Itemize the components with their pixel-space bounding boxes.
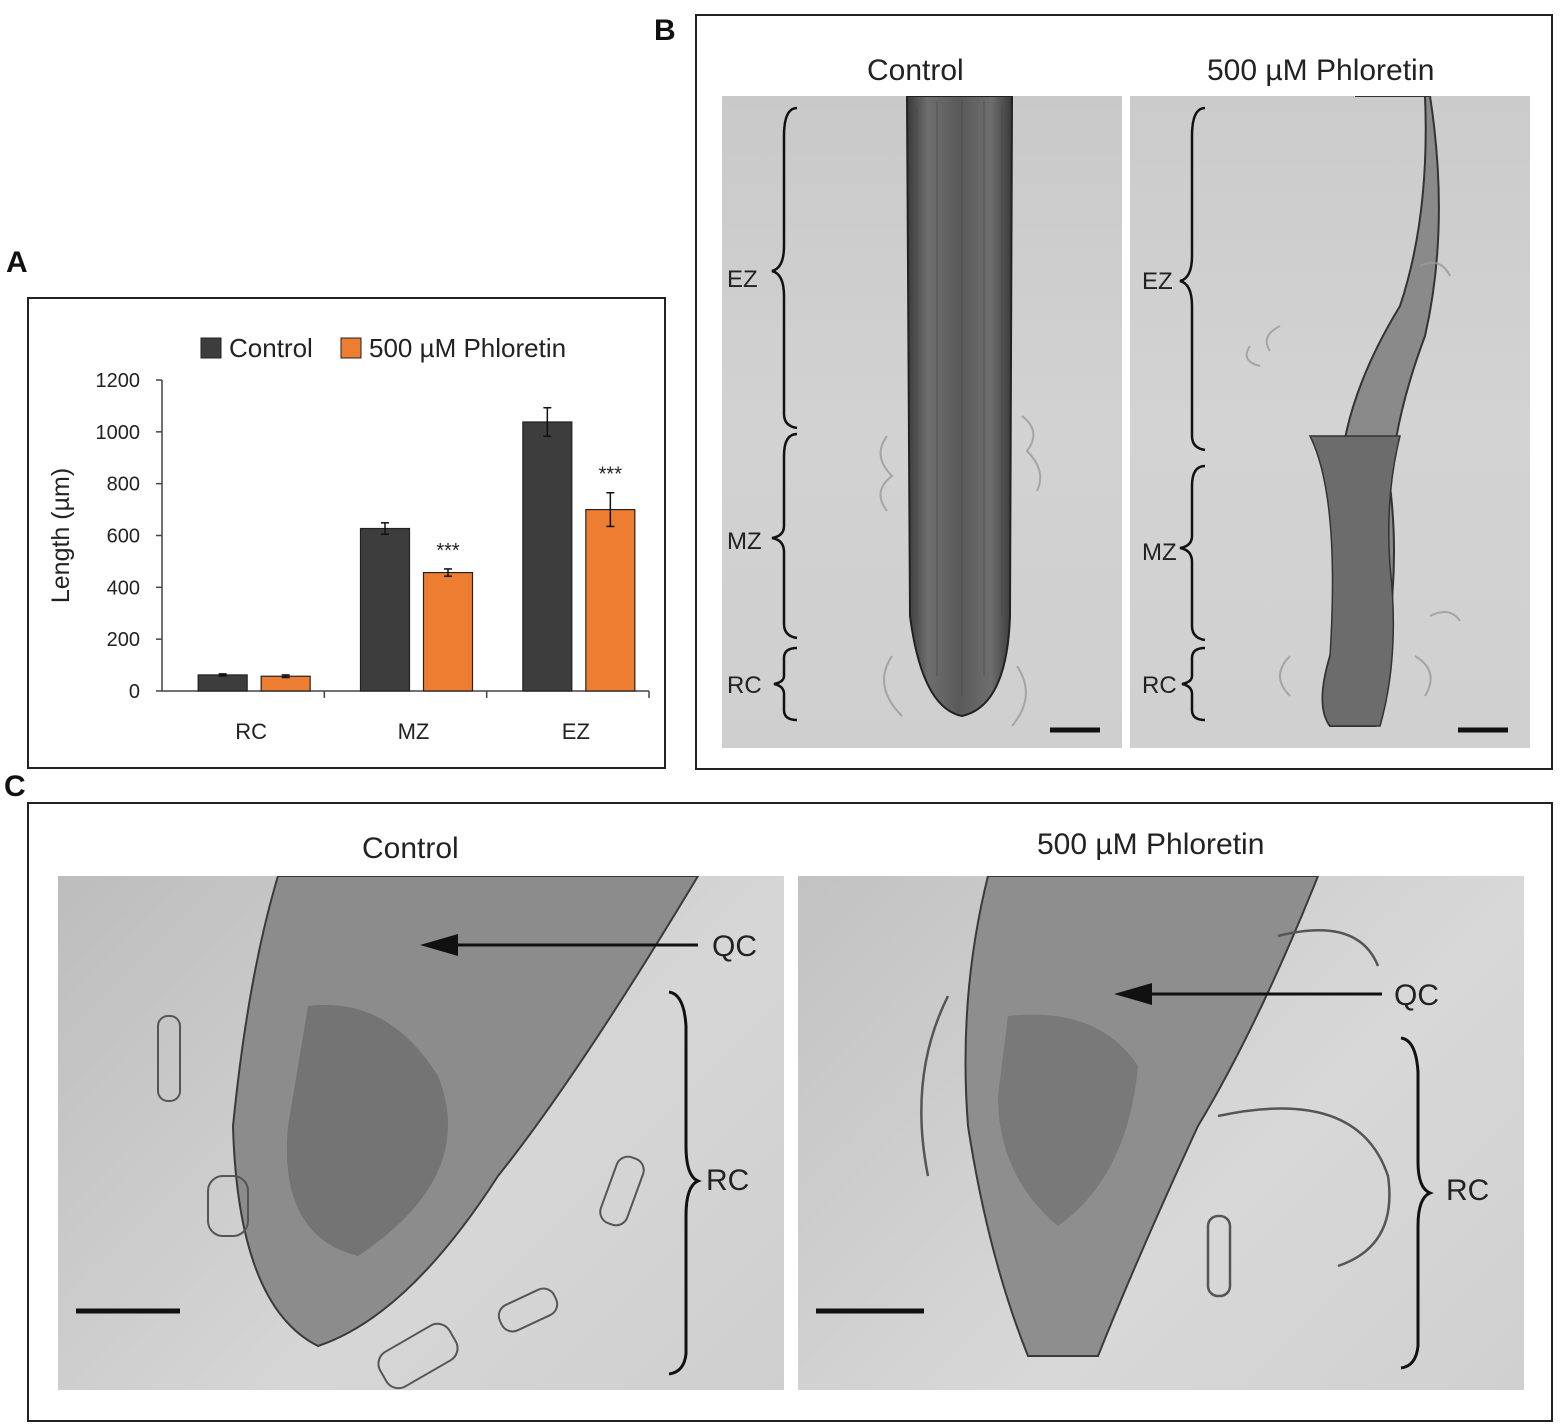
- x-tick-label: EZ: [562, 719, 590, 744]
- legend-label-0: Control: [229, 333, 313, 363]
- significance-label: ***: [599, 464, 623, 486]
- panel-b-control-title: Control: [867, 54, 964, 87]
- rc-label-phloretin: RC: [1446, 1174, 1490, 1207]
- phloretin-rc-label: RC: [1142, 672, 1177, 699]
- root-zones-panel: Control 500 µM Phloretin EZ MZ RC: [695, 14, 1553, 770]
- phloretin-mz-label: MZ: [1142, 539, 1177, 566]
- control-mz-label: MZ: [727, 528, 762, 555]
- bar-1-rc: [260, 675, 311, 692]
- phloretin-root-micrograph: EZ MZ RC: [1130, 96, 1530, 748]
- phloretin-ez-label: EZ: [1142, 268, 1173, 295]
- bar-1-mz: [422, 571, 474, 692]
- x-tick-label: MZ: [398, 719, 430, 744]
- control-rootcap-micrograph: QC RC: [58, 876, 784, 1390]
- panel-letter-a: A: [6, 246, 28, 279]
- legend-label-1: 500 µM Phloretin: [369, 333, 566, 363]
- qc-label-phloretin: QC: [1394, 979, 1439, 1012]
- qc-arrow-control: [420, 934, 702, 1376]
- qc-label-control: QC: [712, 930, 757, 963]
- control-root-drawing: [771, 96, 1100, 733]
- bar-0-mz: [359, 527, 411, 692]
- control-ez-label: EZ: [727, 266, 758, 293]
- control-rootcap-drawing: [76, 876, 700, 1390]
- y-tick-label: 800: [107, 474, 140, 496]
- phloretin-rootcap-micrograph: QC RC: [798, 876, 1524, 1390]
- panel-letter-c: C: [4, 770, 26, 803]
- bar-chart: 0 200 400 600 800 1000 1200 Length (µm) RC MZ *** E…: [47, 333, 650, 744]
- x-tick-label: RC: [235, 719, 267, 744]
- chart-panel: 0 200 400 600 800 1000 1200 Length (µm) RC MZ *** E…: [27, 297, 666, 769]
- panel-b-treated-title: 500 µM Phloretin: [1207, 54, 1435, 87]
- control-root-micrograph: EZ MZ RC: [722, 96, 1122, 748]
- y-tick-label: 0: [129, 681, 140, 703]
- root-cap-panel: Control 500 µM Phloretin QC RC: [27, 802, 1553, 1422]
- phloretin-root-drawing: [1179, 96, 1508, 733]
- panel-c-treated-title: 500 µM Phloretin: [1037, 828, 1265, 861]
- y-axis-label: Length (µm): [47, 468, 75, 603]
- phloretin-rootcap-drawing: [816, 876, 1391, 1357]
- bar-0-rc: [197, 674, 248, 692]
- y-tick-label: 1000: [96, 422, 141, 444]
- legend-swatch-1: [340, 337, 362, 359]
- qc-arrow-phloretin: [1114, 983, 1434, 1370]
- bar-1-ez: [585, 508, 636, 692]
- rc-label-control: RC: [706, 1164, 750, 1197]
- y-tick-label: 1200: [96, 370, 141, 392]
- significance-label: ***: [436, 540, 460, 562]
- y-tick-label: 400: [107, 577, 140, 599]
- legend-swatch-0: [200, 337, 222, 359]
- y-tick-label: 600: [107, 526, 140, 548]
- panel-c-control-title: Control: [362, 832, 459, 865]
- panel-letter-b: B: [654, 14, 676, 47]
- y-tick-label: 200: [107, 629, 140, 651]
- control-rc-label: RC: [727, 672, 762, 699]
- bar-0-ez: [522, 421, 573, 692]
